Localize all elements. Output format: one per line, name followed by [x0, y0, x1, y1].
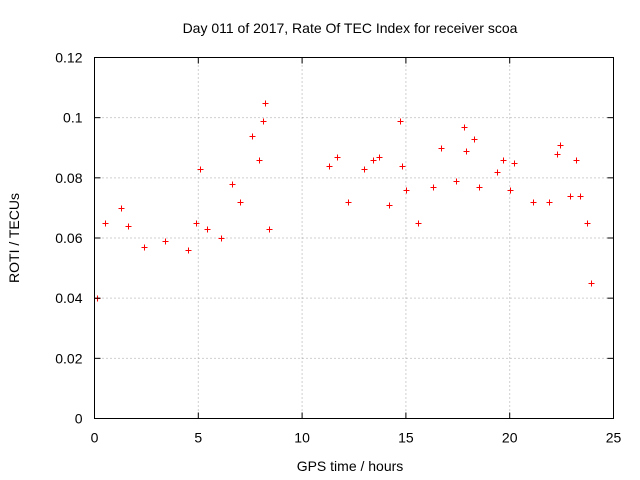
- data-point: [193, 220, 200, 227]
- data-point: [557, 142, 564, 149]
- data-point: [430, 184, 437, 191]
- data-point: [546, 199, 553, 206]
- data-point: [334, 154, 341, 161]
- data-point: [141, 244, 148, 251]
- grid-layer: [94, 57, 614, 419]
- data-point: [573, 157, 580, 164]
- data-point: [266, 226, 273, 233]
- data-point: [403, 187, 410, 194]
- data-point: [438, 145, 445, 152]
- data-point: [229, 181, 236, 188]
- data-point: [370, 157, 377, 164]
- y-tick-label: 0.08: [55, 170, 82, 186]
- data-point: [494, 169, 501, 176]
- data-point: [376, 154, 383, 161]
- data-point: [345, 199, 352, 206]
- data-point: [326, 163, 333, 170]
- data-point: [476, 184, 483, 191]
- plot-frame: [94, 57, 614, 419]
- data-points: [94, 100, 595, 302]
- data-point: [218, 235, 225, 242]
- y-tick-label: 0.02: [55, 350, 82, 366]
- data-point: [577, 193, 584, 200]
- y-tick-label: 0: [75, 411, 83, 427]
- y-tick-label: 0.04: [55, 290, 82, 306]
- data-point: [588, 280, 595, 287]
- data-point: [185, 247, 192, 254]
- data-point: [102, 220, 109, 227]
- chart-title: Day 011 of 2017, Rate Of TEC Index for r…: [183, 20, 518, 36]
- data-point: [237, 199, 244, 206]
- x-tick-label: 0: [91, 430, 99, 446]
- data-point: [260, 118, 267, 125]
- y-axis-label: ROTI / TECUs: [6, 193, 22, 283]
- x-tick-label: 25: [606, 430, 622, 446]
- data-point: [463, 148, 470, 155]
- data-point: [162, 238, 169, 245]
- data-point: [461, 124, 468, 131]
- data-point: [399, 163, 406, 170]
- data-point: [567, 193, 574, 200]
- data-point: [500, 157, 507, 164]
- x-tick-label: 15: [398, 430, 414, 446]
- data-point: [361, 166, 368, 173]
- data-point: [249, 133, 256, 140]
- x-tick-label: 5: [194, 430, 202, 446]
- data-point: [256, 157, 263, 164]
- data-point: [507, 187, 514, 194]
- data-point: [584, 220, 591, 227]
- x-tick-label: 10: [294, 430, 310, 446]
- axis-ticks: 0 5 10 15 20 25 0 0.02 0.04 0.06 0.08 0.1 0.12: [55, 50, 621, 446]
- y-tick-label: 0.06: [55, 230, 82, 246]
- data-point: [471, 136, 478, 143]
- data-point: [511, 160, 518, 167]
- data-point: [197, 166, 204, 173]
- data-point: [397, 118, 404, 125]
- x-axis-label: GPS time / hours: [297, 458, 404, 474]
- data-point: [262, 100, 269, 107]
- data-point: [530, 199, 537, 206]
- data-point: [386, 202, 393, 209]
- data-point: [554, 151, 561, 158]
- y-tick-label: 0.12: [55, 50, 82, 66]
- data-point: [204, 226, 211, 233]
- data-point: [453, 178, 460, 185]
- x-tick-label: 20: [502, 430, 518, 446]
- y-tick-label: 0.1: [63, 110, 83, 126]
- data-point: [415, 220, 422, 227]
- data-point: [118, 205, 125, 212]
- data-point: [125, 223, 132, 230]
